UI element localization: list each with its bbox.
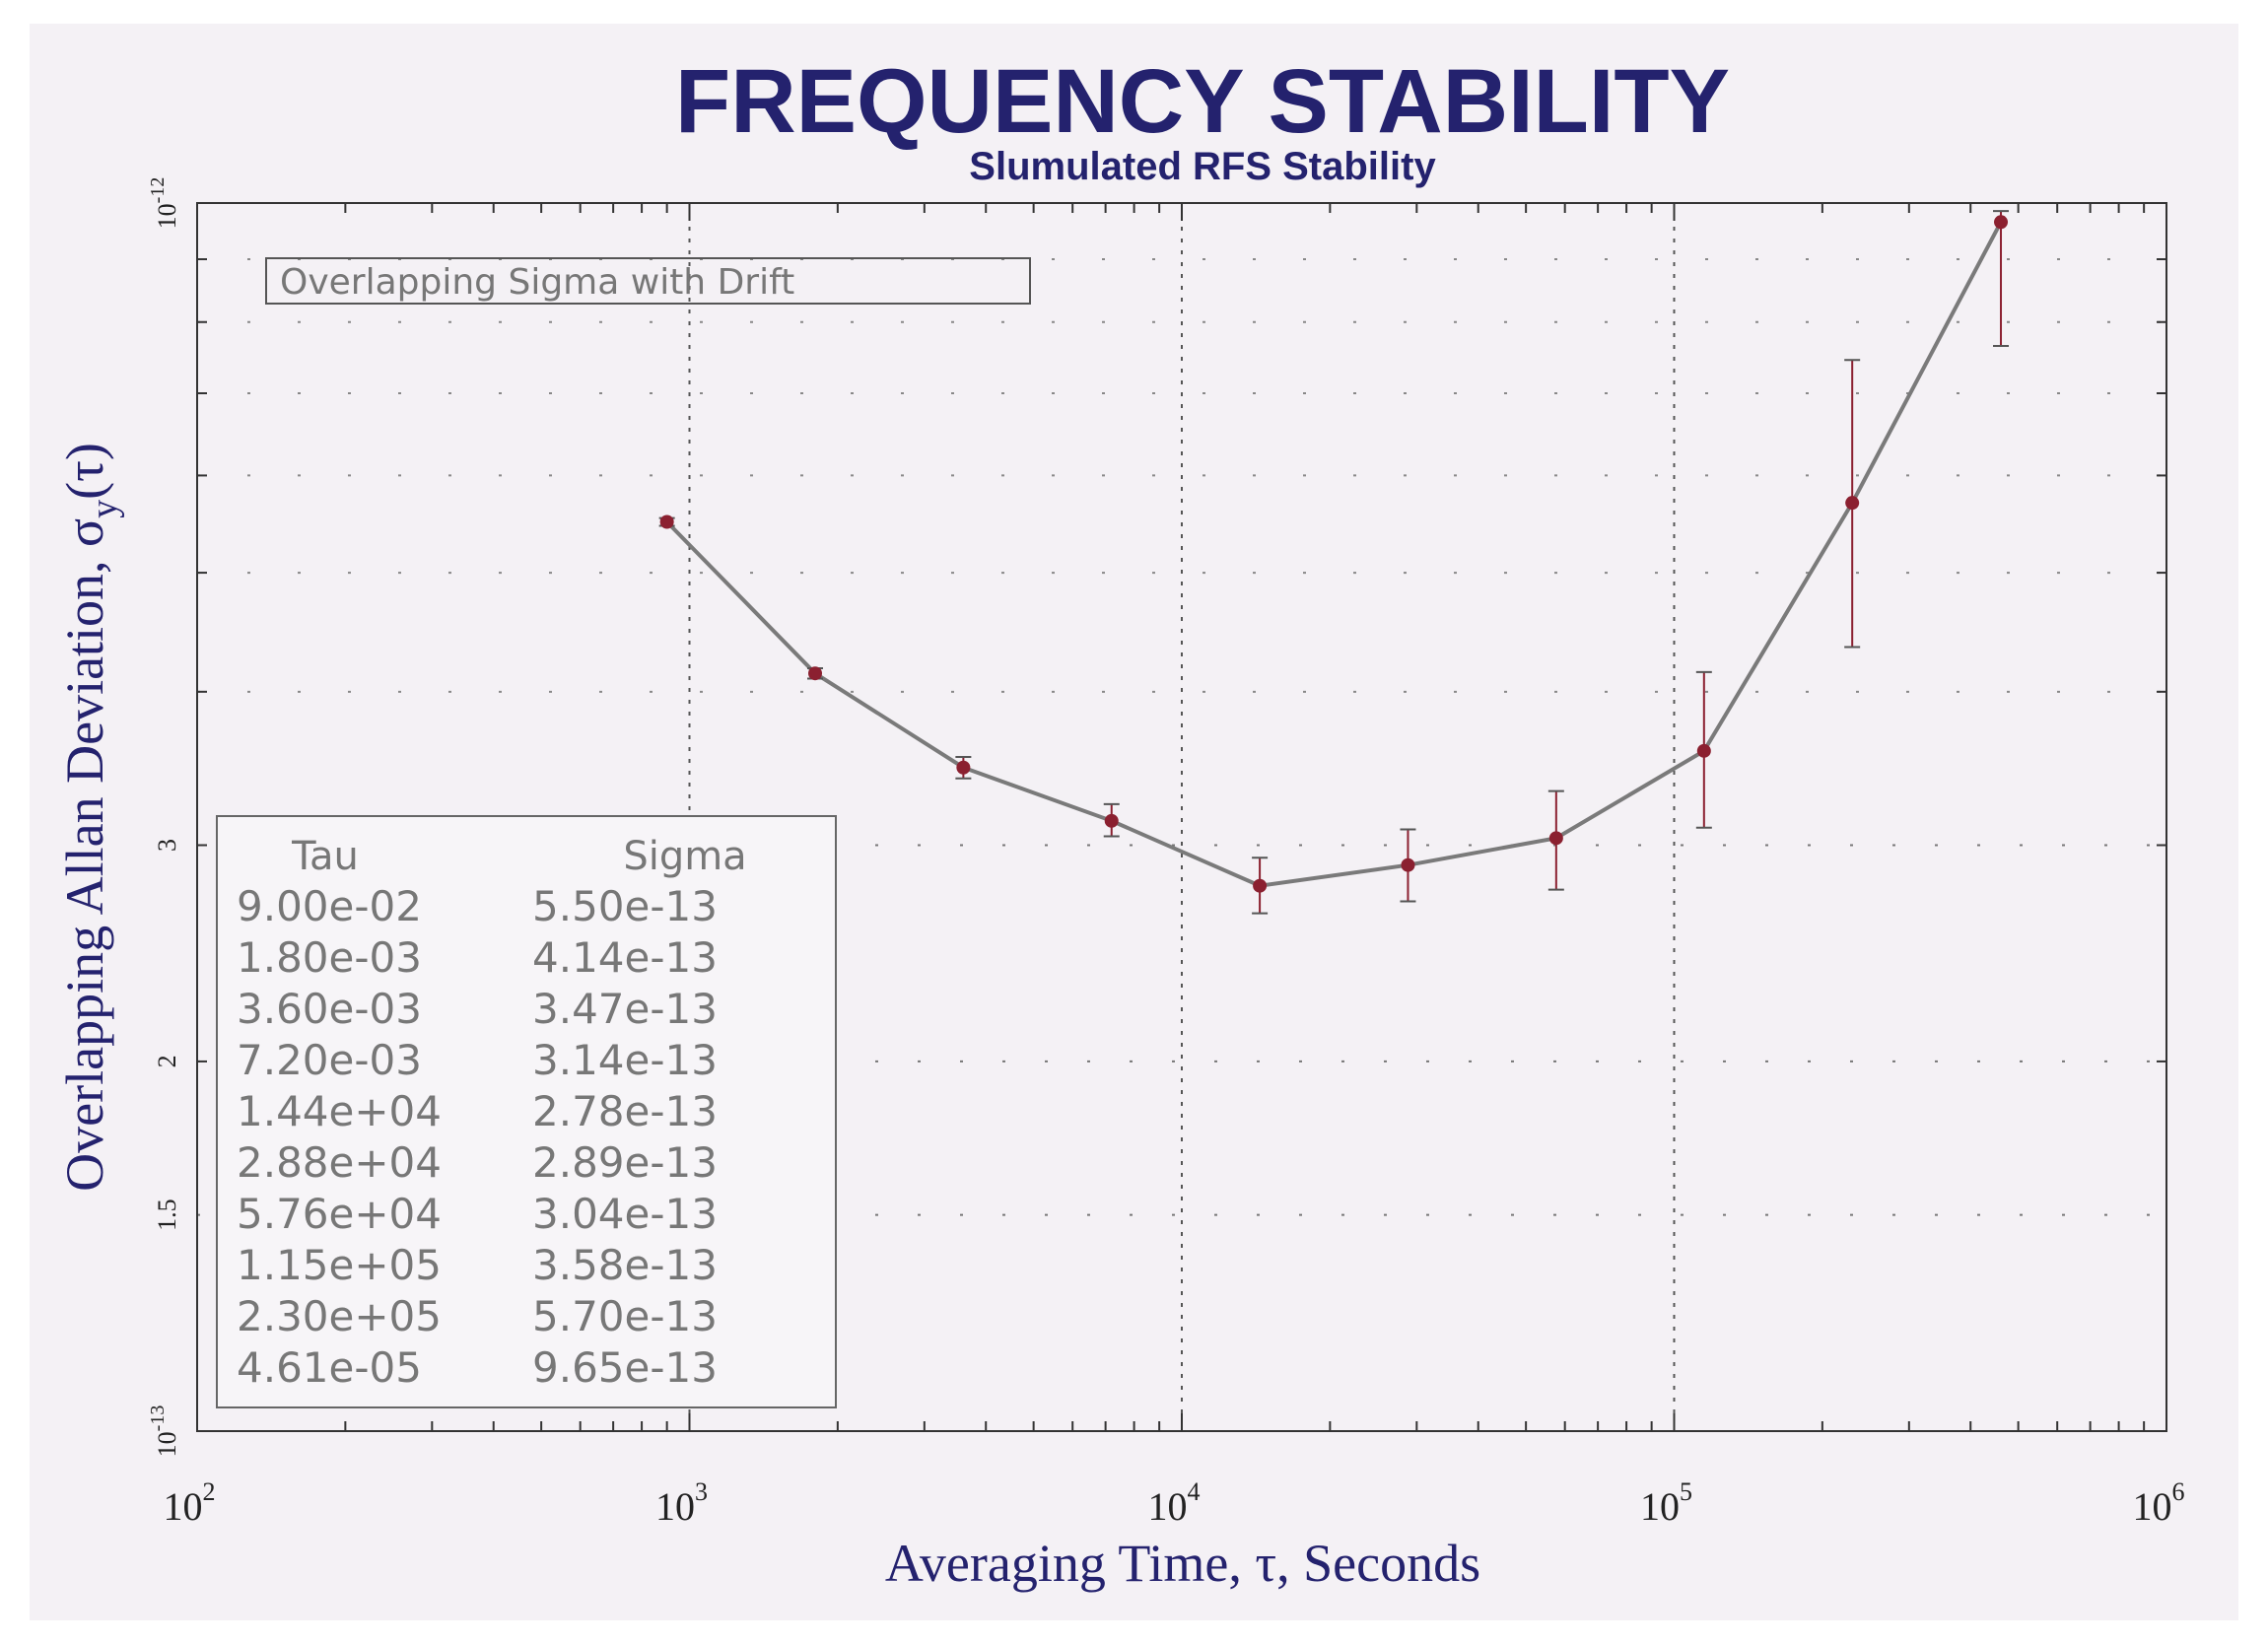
data-point <box>1104 813 1119 828</box>
data-point <box>1994 215 2009 230</box>
table-cell: 3.47e-13 <box>532 985 718 1033</box>
x-tick-label: 106 <box>2133 1477 2185 1529</box>
table-cell: 5.50e-13 <box>532 882 718 930</box>
table-cell: 3.60e-03 <box>237 985 422 1033</box>
y-tick-label: 10-12 <box>147 177 181 230</box>
data-point <box>659 514 674 529</box>
table-cell: 3.04e-13 <box>532 1190 718 1238</box>
table-cell: 9.65e-13 <box>532 1343 718 1392</box>
allan-deviation-chart: FREQUENCY STABILITY Slumulated RFS Stabi… <box>55 51 2185 1593</box>
chart-title: FREQUENCY STABILITY <box>675 51 1730 152</box>
y-tick-label: 3 <box>153 839 181 852</box>
series-layer <box>658 210 2010 915</box>
y-tick-label: 1.5 <box>153 1199 181 1231</box>
table-cell: 4.14e-13 <box>532 933 718 982</box>
data-point <box>808 666 823 681</box>
y-tick-label: 2 <box>153 1055 181 1067</box>
table-header: Tau <box>291 834 359 879</box>
data-point <box>1845 496 1860 511</box>
x-tick-label: 105 <box>1640 1477 1692 1529</box>
table-cell: 2.89e-13 <box>532 1138 718 1187</box>
data-point <box>1253 878 1268 893</box>
data-table: Tau Sigma 9.00e-02 5.50e-13 1.80e-03 4.14e-13… <box>216 815 837 1408</box>
table-cell: 2.30e+05 <box>237 1292 442 1340</box>
chart-subtitle: Slumulated RFS Stability <box>969 145 1436 188</box>
table-cell: 1.44e+04 <box>237 1087 442 1135</box>
x-tick-label: 102 <box>164 1477 216 1529</box>
table-header: Sigma <box>623 834 746 879</box>
x-tick-label: 104 <box>1148 1477 1201 1529</box>
chart-frame: FREQUENCY STABILITY Slumulated RFS Stabi… <box>30 24 2238 1620</box>
x-axis-label: Averaging Time, τ, Seconds <box>885 1534 1480 1593</box>
annotation-text: Overlapping Sigma with Drift <box>280 262 794 303</box>
table-cell: 1.15e+05 <box>237 1241 442 1289</box>
table-cell: 5.70e-13 <box>532 1292 718 1340</box>
table-cell: 2.78e-13 <box>532 1087 718 1135</box>
y-axis-label: Overlapping Allan Deviation, σy(τ) <box>55 443 125 1192</box>
table-cell: 9.00e-02 <box>237 882 422 930</box>
ticks-layer: 102 103 104 105 106 10-13 1.5 2 3 10-12 <box>147 177 2185 1529</box>
table-cell: 3.14e-13 <box>532 1036 718 1084</box>
annotation-box: Overlapping Sigma with Drift <box>265 257 1031 305</box>
table-cell: 2.88e+04 <box>237 1138 442 1187</box>
data-point <box>1696 743 1711 758</box>
series-line <box>665 221 2003 888</box>
table-cell: 5.76e+04 <box>237 1190 442 1238</box>
table-cell: 7.20e-03 <box>237 1036 422 1084</box>
table-cell: 1.80e-03 <box>237 933 422 982</box>
grid-layer <box>197 203 2166 1431</box>
y-tick-label: 10-13 <box>147 1405 181 1458</box>
table-cell: 3.58e-13 <box>532 1241 718 1289</box>
data-point <box>956 760 971 775</box>
data-point <box>1401 857 1415 872</box>
table-cell: 4.61e-05 <box>237 1343 422 1392</box>
x-tick-label: 103 <box>655 1477 708 1529</box>
data-point <box>1548 831 1563 846</box>
